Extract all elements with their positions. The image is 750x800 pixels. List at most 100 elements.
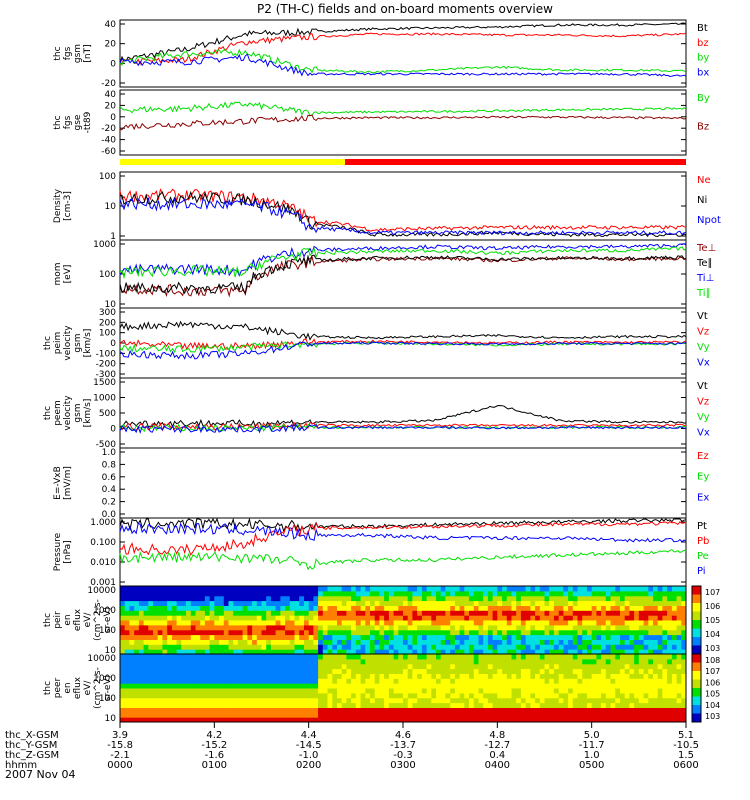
heatmap-cell bbox=[228, 702, 234, 708]
heatmap-cell bbox=[403, 620, 409, 626]
heatmap-cell bbox=[459, 688, 465, 694]
heatmap-cell bbox=[535, 590, 541, 597]
heatmap-cell bbox=[648, 717, 654, 723]
heatmap-cell bbox=[582, 668, 588, 674]
heatmap-cell bbox=[200, 683, 206, 689]
heatmap-cell bbox=[247, 624, 253, 631]
heatmap-cell bbox=[450, 644, 456, 650]
heatmap-cell bbox=[530, 678, 536, 684]
heatmap-cell bbox=[242, 615, 248, 621]
heatmap-cell bbox=[426, 600, 432, 606]
heatmap-cell bbox=[304, 610, 310, 616]
heatmap-cell bbox=[516, 605, 522, 611]
heatmap-cell bbox=[591, 654, 597, 660]
heatmap-cell bbox=[280, 615, 286, 621]
heatmap-cell bbox=[209, 649, 215, 655]
heatmap-cell bbox=[398, 654, 404, 660]
heatmap-cell bbox=[445, 605, 451, 611]
heatmap-cell bbox=[153, 658, 159, 665]
heatmap-cell bbox=[511, 600, 517, 606]
heatmap-cell bbox=[308, 615, 314, 621]
heatmap-cell bbox=[587, 649, 593, 655]
heatmap-cell bbox=[162, 586, 168, 592]
heatmap-cell bbox=[148, 605, 154, 611]
heatmap-cell bbox=[572, 673, 578, 679]
heatmap-cell bbox=[398, 658, 404, 665]
heatmap-cell bbox=[374, 712, 380, 718]
heatmap-cell bbox=[346, 697, 352, 704]
heatmap-cell bbox=[261, 639, 267, 645]
heatmap-cell bbox=[285, 712, 291, 718]
heatmap-cell bbox=[153, 629, 159, 636]
heatmap-cell bbox=[502, 649, 508, 655]
heatmap-cell bbox=[374, 586, 380, 592]
heatmap-cell bbox=[148, 590, 154, 597]
heatmap-cell bbox=[379, 717, 385, 723]
heatmap-cell bbox=[129, 610, 135, 616]
heatmap-cell bbox=[167, 610, 173, 616]
heatmap-cell bbox=[629, 644, 635, 650]
heatmap-cell bbox=[228, 688, 234, 694]
heatmap-cell bbox=[469, 644, 475, 650]
heatmap-cell bbox=[124, 658, 130, 665]
heatmap-cell bbox=[568, 634, 574, 640]
heatmap-cell bbox=[318, 712, 324, 718]
heatmap-cell bbox=[134, 688, 140, 694]
heatmap-cell bbox=[299, 692, 305, 699]
heatmap-cell bbox=[138, 697, 145, 704]
heatmap-cell bbox=[313, 678, 319, 684]
heatmap-cell bbox=[436, 634, 442, 640]
heatmap-cell bbox=[558, 692, 564, 699]
heatmap-cell bbox=[431, 634, 437, 640]
heatmap-cell bbox=[558, 610, 564, 616]
heatmap-cell bbox=[601, 610, 607, 616]
heatmap-cell bbox=[671, 712, 678, 718]
heatmap-cell bbox=[487, 624, 494, 631]
heatmap-cell bbox=[337, 683, 343, 689]
heatmap-cell bbox=[662, 688, 668, 694]
heatmap-cell bbox=[294, 688, 300, 694]
heatmap-cell bbox=[299, 586, 305, 592]
heatmap-cell bbox=[539, 697, 545, 704]
heatmap-cell bbox=[563, 702, 569, 708]
heatmap-cell bbox=[596, 658, 602, 665]
heatmap-cell bbox=[167, 707, 173, 713]
heatmap-cell bbox=[440, 595, 446, 602]
heatmap-cell bbox=[237, 644, 244, 650]
heatmap-cell bbox=[587, 688, 593, 694]
heatmap-cell bbox=[280, 644, 286, 650]
heatmap-cell bbox=[355, 615, 361, 621]
heatmap-cell bbox=[620, 590, 626, 597]
heatmap-cell bbox=[445, 615, 451, 621]
heatmap-cell bbox=[162, 610, 168, 616]
heatmap-cell bbox=[360, 673, 366, 679]
heatmap-cell bbox=[596, 590, 602, 597]
heatmap-cell bbox=[299, 615, 305, 621]
heatmap-cell bbox=[143, 590, 149, 597]
heatmap-cell bbox=[440, 688, 446, 694]
heatmap-cell bbox=[558, 639, 564, 645]
heatmap-cell bbox=[624, 590, 630, 597]
heatmap-cell bbox=[426, 644, 432, 650]
heatmap-cell bbox=[634, 615, 640, 621]
heatmap-cell bbox=[341, 620, 347, 626]
heatmap-cell bbox=[143, 629, 149, 636]
heatmap-cell bbox=[469, 600, 475, 606]
y-tick-label: 100 bbox=[99, 270, 116, 280]
heatmap-cell bbox=[657, 590, 663, 597]
series-vx-line bbox=[119, 423, 687, 435]
heatmap-cell bbox=[648, 586, 654, 592]
y-tick-label: 40 bbox=[105, 20, 117, 30]
x-tick-label: 0500 bbox=[579, 760, 604, 771]
heatmap-cell bbox=[138, 717, 145, 723]
heatmap-cell bbox=[459, 610, 465, 616]
heatmap-cell bbox=[270, 678, 277, 684]
heatmap-cell bbox=[563, 678, 569, 684]
x-tick-label: -11.7 bbox=[579, 740, 605, 751]
heatmap-cell bbox=[209, 668, 215, 674]
heatmap-cell bbox=[332, 615, 338, 621]
heatmap-cell bbox=[355, 668, 361, 674]
heatmap-cell bbox=[469, 673, 475, 679]
heatmap-cell bbox=[148, 663, 154, 670]
heatmap-cell bbox=[374, 624, 380, 631]
